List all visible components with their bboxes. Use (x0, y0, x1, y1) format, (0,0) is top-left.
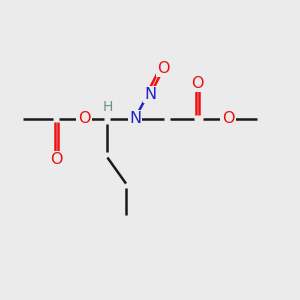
Text: H: H (102, 100, 112, 114)
Text: O: O (50, 152, 63, 167)
Text: O: O (222, 111, 234, 126)
Text: N: N (144, 87, 156, 102)
Text: O: O (191, 76, 204, 91)
Text: N: N (129, 111, 141, 126)
Text: O: O (157, 61, 169, 76)
Text: O: O (78, 111, 90, 126)
